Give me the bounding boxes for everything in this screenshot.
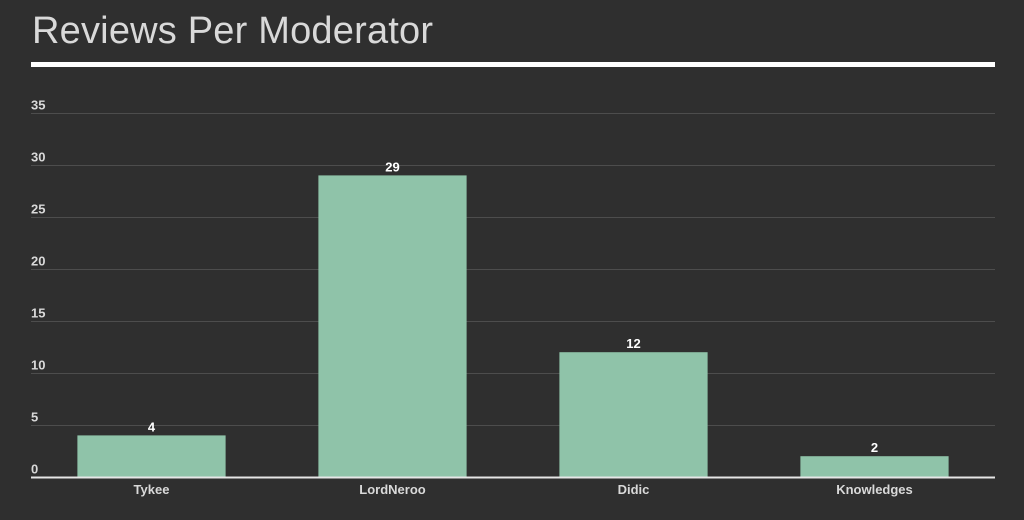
title-underline (31, 62, 995, 67)
y-tick-label: 0 (31, 462, 38, 477)
bar-value-label: 12 (626, 336, 640, 351)
y-tick-label: 20 (31, 254, 45, 269)
chart-title: Reviews Per Moderator (32, 10, 434, 52)
bar-value-label: 4 (148, 419, 156, 434)
bar (77, 435, 226, 477)
x-axis-ticks: Tykee LordNeroo Didic Knowledges (134, 482, 913, 497)
x-tick-label: Knowledges (836, 482, 913, 497)
y-tick-label: 5 (31, 410, 38, 425)
y-tick-label: 30 (31, 150, 45, 165)
y-tick-label: 15 (31, 306, 45, 321)
x-tick-label: LordNeroo (359, 482, 426, 497)
bar (318, 175, 467, 477)
gridlines (31, 113, 995, 426)
y-tick-label: 35 (31, 98, 45, 113)
data-labels: 4 29 12 2 (148, 159, 878, 455)
bars (77, 175, 949, 477)
bar (800, 456, 949, 477)
bar-value-label: 29 (385, 159, 399, 174)
x-tick-label: Didic (618, 482, 650, 497)
bar-value-label: 2 (871, 440, 878, 455)
y-tick-label: 10 (31, 358, 45, 373)
y-tick-label: 25 (31, 202, 45, 217)
x-tick-label: Tykee (134, 482, 170, 497)
bar (559, 352, 708, 477)
y-axis-ticks: 0 5 10 15 20 25 30 35 (31, 98, 45, 477)
